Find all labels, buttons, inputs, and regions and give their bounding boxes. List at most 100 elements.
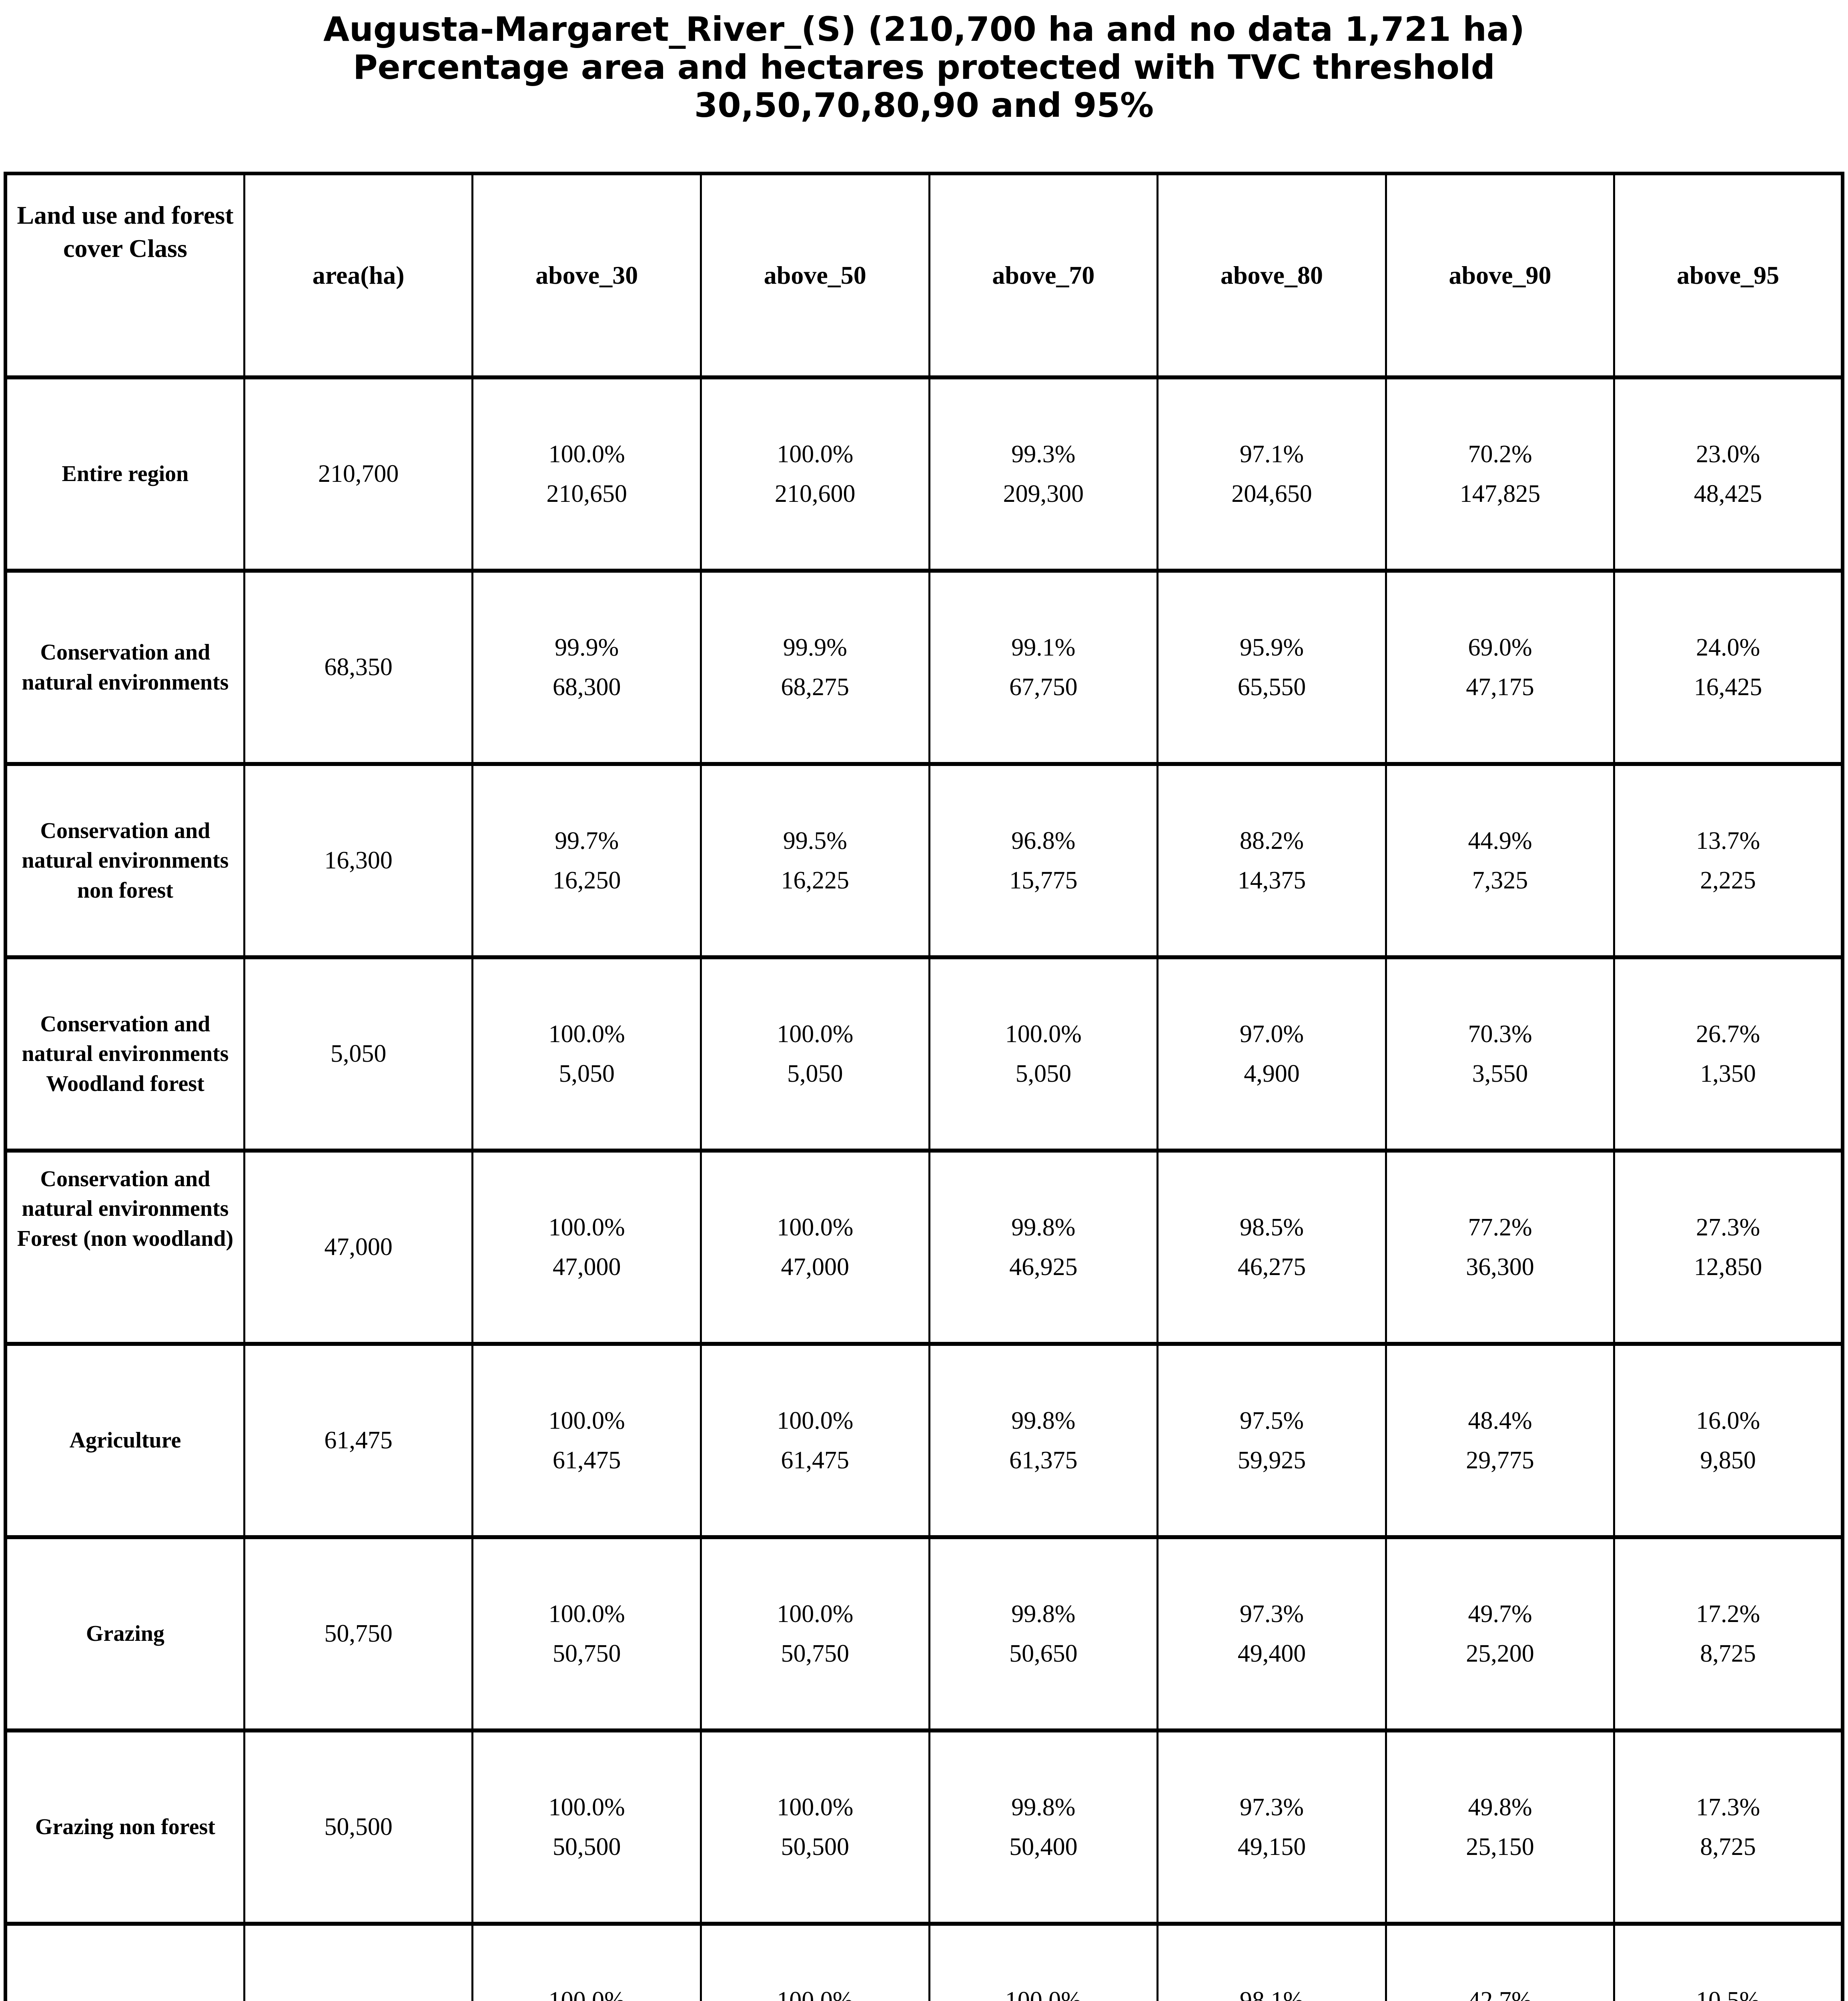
percent-value: 99.8% — [1011, 1213, 1076, 1241]
row-label-cell: Conservation and natural environments — [4, 569, 245, 765]
above-50-cell: 100.0% 50,750 — [700, 1536, 930, 1732]
above-80-cell: 97.3% 49,400 — [1157, 1536, 1387, 1732]
percent-value: 99.9% — [555, 634, 619, 661]
above-70-cell: 99.8% 61,375 — [928, 1343, 1159, 1538]
above-30-cell: 99.9% 68,300 — [471, 569, 702, 765]
hectares-value: 25,200 — [1466, 1640, 1534, 1667]
above-70-cell: 100.0% 5,050 — [928, 956, 1159, 1152]
above-70-cell: 99.3% 209,300 — [928, 376, 1159, 572]
above-80-cell: 98.5% 46,275 — [1157, 1149, 1387, 1345]
above-80-cell: 88.2% 14,375 — [1157, 763, 1387, 958]
above-50-cell: 100.0% 50,500 — [700, 1729, 930, 1925]
area-cell: 50,750 — [243, 1536, 474, 1732]
above-50-cell: 99.9% 68,275 — [700, 569, 930, 765]
column-header-above-80: above_80 — [1157, 172, 1387, 379]
above-90-cell: 42.7%4,575 — [1385, 1923, 1615, 2001]
percent-value: 100.0% — [548, 1600, 625, 1628]
hectares-value: 5,050 — [1015, 1060, 1072, 1087]
above-90-cell: 49.8% 25,150 — [1385, 1729, 1615, 1925]
area-value: 16,300 — [324, 847, 393, 874]
row-label: Agriculture — [69, 1428, 181, 1453]
percent-value: 100.0% — [777, 440, 854, 468]
above-90-cell: 77.2% 36,300 — [1385, 1149, 1615, 1345]
area-value: 68,350 — [324, 654, 393, 681]
tvc-protection-table: Land use and forest cover Class area(ha)… — [4, 171, 1844, 2001]
table-body: Entire region 210,700 100.0% 210,650 100.… — [4, 376, 1844, 2001]
above-50-cell: 100.0% 47,000 — [700, 1149, 930, 1345]
hectares-value: 9,850 — [1700, 1446, 1756, 1474]
above-90-cell: 69.0% 47,175 — [1385, 569, 1615, 765]
percent-value: 26.7% — [1696, 1020, 1760, 1048]
hectares-value: 47,000 — [781, 1253, 850, 1281]
hectares-value: 46,925 — [1009, 1253, 1078, 1281]
hectares-value: 47,000 — [552, 1253, 621, 1281]
hectares-value: 14,375 — [1237, 866, 1306, 894]
hectares-value: 50,750 — [781, 1640, 850, 1667]
header-row: Land use and forest cover Class area(ha)… — [4, 172, 1844, 379]
hectares-value: 61,475 — [781, 1446, 850, 1474]
area-cell: 10,725 — [243, 1923, 474, 2001]
above-95-cell: 27.3% 12,850 — [1613, 1149, 1844, 1345]
hectares-value: 68,300 — [552, 673, 621, 701]
hectares-value: 59,925 — [1237, 1446, 1306, 1474]
percent-value: 99.7% — [555, 827, 619, 854]
hectares-value: 68,275 — [781, 673, 850, 701]
hectares-value: 50,500 — [552, 1833, 621, 1861]
hectares-value: 210,650 — [546, 480, 627, 507]
page-title-line2: Percentage area and hectares protected w… — [353, 47, 1495, 87]
above-70-cell: 96.8% 15,775 — [928, 763, 1159, 958]
area-cell: 47,000 — [243, 1149, 474, 1345]
above-30-cell: 100.0% 5,050 — [471, 956, 702, 1152]
area-cell: 210,700 — [243, 376, 474, 572]
area-value: 61,475 — [324, 1427, 393, 1454]
hectares-value: 16,425 — [1694, 673, 1762, 701]
percent-value: 100.0% — [548, 1213, 625, 1241]
hectares-value: 67,750 — [1009, 673, 1078, 701]
above-80-cell: 97.0% 4,900 — [1157, 956, 1387, 1152]
percent-value: 97.3% — [1239, 1600, 1304, 1628]
percent-value: 98.5% — [1239, 1213, 1304, 1241]
row-label: Grazing — [86, 1621, 164, 1646]
row-label: Conservation and natural environments Fo… — [17, 1167, 234, 1251]
percent-value: 99.8% — [1011, 1793, 1076, 1821]
row-label-cell: Conservation and natural environments no… — [4, 763, 245, 958]
row-label: Conservation and natural environments — [22, 640, 229, 695]
hectares-value: 4,900 — [1244, 1060, 1300, 1087]
hectares-value: 204,650 — [1231, 480, 1312, 507]
column-header-above-30: above_30 — [471, 172, 702, 379]
area-value: 50,750 — [324, 1620, 393, 1648]
above-50-cell: 100.0%10,725 — [700, 1923, 930, 2001]
hectares-value: 5,050 — [787, 1060, 843, 1087]
above-80-cell: 95.9% 65,550 — [1157, 569, 1387, 765]
hectares-value: 61,475 — [552, 1446, 621, 1474]
percent-value: 100.0% — [777, 1020, 854, 1048]
above-50-cell: 100.0% 61,475 — [700, 1343, 930, 1538]
percent-value: 99.1% — [1011, 634, 1076, 661]
above-90-cell: 44.9% 7,325 — [1385, 763, 1615, 958]
above-90-cell: 70.3% 3,550 — [1385, 956, 1615, 1152]
hectares-value: 3,550 — [1472, 1060, 1528, 1087]
hectares-value: 7,325 — [1472, 866, 1528, 894]
percent-value: 48.4% — [1468, 1407, 1532, 1434]
percent-value: 98.1% — [1239, 1987, 1304, 2001]
above-90-cell: 48.4% 29,775 — [1385, 1343, 1615, 1538]
above-95-cell: 24.0% 16,425 — [1613, 569, 1844, 765]
percent-value: 24.0% — [1696, 634, 1760, 661]
percent-value: 69.0% — [1468, 634, 1532, 661]
above-90-cell: 70.2% 147,825 — [1385, 376, 1615, 572]
row-label-cell: Irrigation — [4, 1923, 245, 2001]
page-title-line1: Augusta-Margaret_River_(S) (210,700 ha a… — [323, 10, 1525, 49]
percent-value: 16.0% — [1696, 1407, 1760, 1434]
column-header-above-95: above_95 — [1613, 172, 1844, 379]
column-header-area: area(ha) — [243, 172, 474, 379]
above-95-cell: 16.0% 9,850 — [1613, 1343, 1844, 1538]
hectares-value: 2,225 — [1700, 866, 1756, 894]
row-label: Conservation and natural environments no… — [22, 818, 229, 903]
percent-value: 99.5% — [783, 827, 847, 854]
percent-value: 10.5% — [1696, 1987, 1760, 2001]
percent-value: 100.0% — [548, 440, 625, 468]
percent-value: 100.0% — [548, 1987, 625, 2001]
percent-value: 100.0% — [777, 1987, 854, 2001]
percent-value: 99.8% — [1011, 1407, 1076, 1434]
hectares-value: 8,725 — [1700, 1640, 1756, 1667]
